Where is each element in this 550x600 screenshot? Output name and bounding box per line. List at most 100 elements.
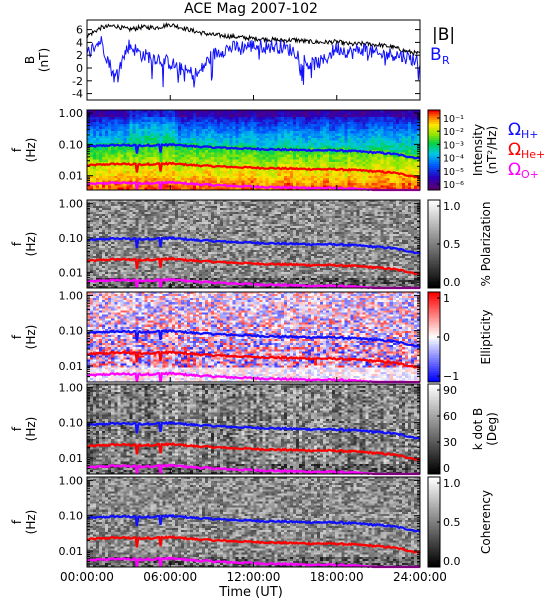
- heatmap-cell: [384, 119, 387, 122]
- heatmap-cell: [305, 115, 308, 118]
- legend-b-r: B: [430, 45, 442, 65]
- heatmap-cell: [126, 131, 129, 134]
- heatmap-cell: [244, 171, 247, 174]
- heatmap-cell: [347, 112, 350, 115]
- heatmap-cell: [411, 122, 414, 125]
- heatmap-cell: [190, 136, 193, 139]
- heatmap-cell: [393, 145, 396, 148]
- heatmap-cell: [323, 178, 326, 181]
- heatmap-cell: [266, 126, 269, 129]
- heatmap-cell: [184, 115, 187, 118]
- heatmap-cell: [290, 162, 293, 165]
- heatmap-cell: [178, 115, 181, 118]
- heatmap-cell: [108, 138, 111, 141]
- heatmap-cell: [93, 174, 96, 177]
- heatmap-cell: [347, 152, 350, 155]
- heatmap-cell: [335, 136, 338, 139]
- heatmap-cell: [323, 183, 326, 186]
- heatmap-cell: [372, 174, 375, 177]
- heatmap-cell: [229, 115, 232, 118]
- heatmap-cell: [244, 119, 247, 122]
- heatmap-cell: [126, 119, 129, 122]
- heatmap-cell: [114, 171, 117, 174]
- heatmap-cell: [387, 176, 390, 179]
- heatmap-cell: [369, 148, 372, 151]
- heatmap-cell: [378, 143, 381, 146]
- heatmap-cell: [263, 155, 266, 158]
- heatmap-cell: [172, 138, 175, 141]
- heatmap-cell: [105, 185, 108, 188]
- heatmap-cell: [332, 115, 335, 118]
- heatmap-cell: [275, 141, 278, 144]
- heatmap-cell: [393, 174, 396, 177]
- heatmap-cell: [311, 131, 314, 134]
- heatmap-cell: [329, 181, 332, 184]
- heatmap-cell: [205, 174, 208, 177]
- heatmap-cell: [272, 157, 275, 160]
- heatmap-cell: [250, 115, 253, 118]
- heatmap-cell: [314, 136, 317, 139]
- heatmap-cell: [154, 166, 157, 169]
- heatmap-cell: [359, 138, 362, 141]
- heatmap-cell: [250, 138, 253, 141]
- heatmap-cell: [217, 136, 220, 139]
- heatmap-cell: [399, 150, 402, 153]
- heatmap-cell: [217, 141, 220, 144]
- heatmap-cell: [414, 136, 417, 139]
- heatmap-cell: [250, 141, 253, 144]
- heatmap-cell: [338, 164, 341, 167]
- heatmap-cell: [166, 119, 169, 122]
- heatmap-cell: [226, 174, 229, 177]
- heatmap-cell: [93, 159, 96, 162]
- heatmap-cell: [163, 150, 166, 153]
- heatmap-cell: [293, 119, 296, 122]
- heatmap-cell: [338, 112, 341, 115]
- heatmap-cell: [332, 126, 335, 129]
- heatmap-cell: [405, 126, 408, 129]
- heatmap-cell: [317, 122, 320, 125]
- heatmap-cell: [138, 138, 141, 141]
- heatmap-cell: [229, 112, 232, 115]
- heatmap-cell: [414, 117, 417, 120]
- heatmap-cell: [335, 159, 338, 162]
- heatmap-cell: [90, 155, 93, 158]
- heatmap-cell: [120, 134, 123, 137]
- heatmap-cell: [344, 134, 347, 137]
- heatmap-cell: [220, 138, 223, 141]
- heatmap-cell: [344, 117, 347, 120]
- heatmap-cell: [120, 157, 123, 160]
- heatmap-cell: [229, 129, 232, 132]
- heatmap-cell: [123, 134, 126, 137]
- heatmap-cell: [293, 145, 296, 148]
- heatmap-cell: [387, 136, 390, 139]
- heatmap-cell: [178, 159, 181, 162]
- heatmap-cell: [372, 119, 375, 122]
- heatmap-cell: [160, 176, 163, 179]
- heatmap-cell: [90, 138, 93, 141]
- heatmap-cell: [299, 124, 302, 127]
- heatmap-cell: [378, 126, 381, 129]
- heatmap-cell: [335, 176, 338, 179]
- heatmap-cell: [278, 145, 281, 148]
- heatmap-cell: [90, 176, 93, 179]
- heatmap-cell: [272, 131, 275, 134]
- heatmap-cell: [393, 166, 396, 169]
- heatmap-cell: [284, 115, 287, 118]
- heatmap-cell: [184, 131, 187, 134]
- heatmap-cell: [235, 176, 238, 179]
- heatmap-cell: [308, 181, 311, 184]
- heatmap-cell: [223, 141, 226, 144]
- heatmap-cell: [205, 166, 208, 169]
- heatmap-cell: [163, 119, 166, 122]
- heatmap-cell: [223, 124, 226, 127]
- heatmap-cell: [181, 159, 184, 162]
- heatmap-cell: [381, 143, 384, 146]
- heatmap-cell: [320, 143, 323, 146]
- heatmap-cell: [93, 150, 96, 153]
- heatmap-cell: [211, 115, 214, 118]
- heatmap-cell: [175, 117, 178, 120]
- heatmap-cell: [205, 117, 208, 120]
- heatmap-cell: [99, 112, 102, 115]
- heatmap-cell: [111, 117, 114, 120]
- heatmap-cell: [126, 126, 129, 129]
